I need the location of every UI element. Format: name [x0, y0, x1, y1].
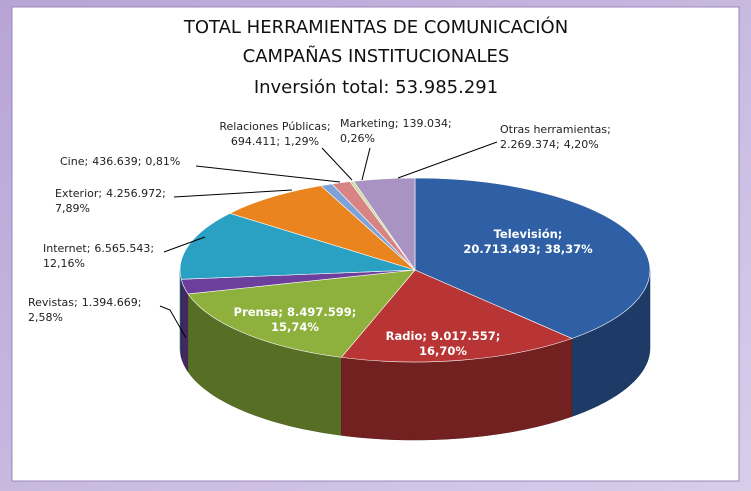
- label-part: Revistas: [28, 296, 74, 309]
- label-separator: ;: [536, 242, 541, 256]
- leader-line: [321, 147, 353, 181]
- label-separator: ;: [138, 155, 142, 168]
- label-separator: ;: [558, 227, 563, 241]
- chart-subtitle: CAMPAÑAS INSTITUCIONALES: [243, 45, 510, 67]
- label-part: Exterior: [55, 187, 99, 200]
- label-part: 8.497.599: [287, 305, 352, 319]
- data-label: Radio; 9.017.557; 16,70%: [386, 329, 501, 358]
- slice: [353, 177, 416, 271]
- label-part: 7,89%: [55, 202, 90, 215]
- slice: [340, 269, 573, 363]
- label-separator: ;: [395, 117, 399, 130]
- label-part: 0,26%: [340, 132, 375, 145]
- data-label: Exterior; 4.256.972; 7,89%: [55, 187, 166, 215]
- label-separator: ;: [150, 242, 154, 255]
- label-separator: ;: [98, 187, 102, 200]
- data-label: Prensa; 8.497.599; 15,74%: [234, 305, 357, 334]
- label-separator: ;: [138, 296, 142, 309]
- label-separator: ;: [352, 305, 357, 319]
- label-part: 4,20%: [564, 138, 599, 151]
- data-label: Televisión; 20.713.493; 38,37%: [463, 227, 593, 256]
- data-label: Marketing; 139.034; 0,26%: [340, 117, 452, 145]
- label-part: 9.017.557: [431, 329, 496, 343]
- label-separator: ;: [448, 117, 452, 130]
- slice: [229, 185, 416, 271]
- label-part: 15,74%: [271, 320, 319, 334]
- label-part: 16,70%: [419, 344, 467, 358]
- label-part: 1.394.669: [82, 296, 138, 309]
- label-part: Prensa: [234, 305, 279, 319]
- leader-line: [361, 147, 371, 181]
- label-separator: ;: [87, 242, 91, 255]
- label-part: 0,81%: [145, 155, 180, 168]
- label-part: 12,16%: [43, 257, 85, 270]
- leader-line: [397, 141, 498, 179]
- label-separator: ;: [607, 123, 611, 136]
- label-part: 20.713.493: [463, 242, 536, 256]
- label-part: Relaciones Públicas: [219, 120, 327, 133]
- label-part: Radio: [386, 329, 423, 343]
- label-part: 139.034: [403, 117, 449, 130]
- label-separator: ;: [276, 135, 280, 148]
- pie: [179, 177, 651, 441]
- slice: [187, 269, 416, 358]
- label-part: 694.411: [231, 135, 277, 148]
- data-label: Otras herramientas; 2.269.374; 4,20%: [500, 123, 611, 151]
- labels: Televisión; 20.713.493; 38,37%Radio; 9.017.…: [28, 117, 611, 358]
- label-part: Internet: [43, 242, 87, 255]
- data-label: Internet; 6.565.543; 12,16%: [43, 242, 154, 270]
- label-separator: ;: [74, 296, 78, 309]
- chart-title: TOTAL HERRAMIENTAS DE COMUNICACIÓN: [183, 16, 568, 38]
- label-part: Cine: [60, 155, 85, 168]
- label-separator: ;: [278, 305, 283, 319]
- data-label: Cine; 436.639; 0,81%: [60, 155, 180, 168]
- label-part: 4.256.972: [106, 187, 162, 200]
- label-separator: ;: [84, 155, 88, 168]
- data-label: Revistas; 1.394.669; 2,58%: [28, 296, 141, 324]
- slice-side: [180, 279, 189, 373]
- leader-line: [195, 165, 341, 183]
- total-label: Inversión total: 53.985.291: [254, 77, 498, 98]
- label-part: Televisión: [494, 227, 558, 241]
- label-separator: ;: [327, 120, 331, 133]
- label-part: 1,29%: [284, 135, 319, 148]
- label-part: 436.639: [92, 155, 138, 168]
- label-part: 38,37%: [545, 242, 593, 256]
- label-part: Marketing: [340, 117, 395, 130]
- label-part: 2,58%: [28, 311, 63, 324]
- leader-line: [163, 236, 206, 253]
- label-separator: ;: [162, 187, 166, 200]
- leader-line: [173, 189, 293, 198]
- data-label: Relaciones Públicas; 694.411; 1,29%: [219, 120, 330, 148]
- slice: [414, 177, 651, 339]
- label-separator: ;: [496, 329, 501, 343]
- label-separator: ;: [422, 329, 427, 343]
- leader-line: [159, 305, 187, 339]
- label-part: 2.269.374: [500, 138, 556, 151]
- slice: [179, 213, 416, 280]
- label-part: Otras herramientas: [500, 123, 607, 136]
- label-separator: ;: [556, 138, 560, 151]
- label-part: 6.565.543: [94, 242, 150, 255]
